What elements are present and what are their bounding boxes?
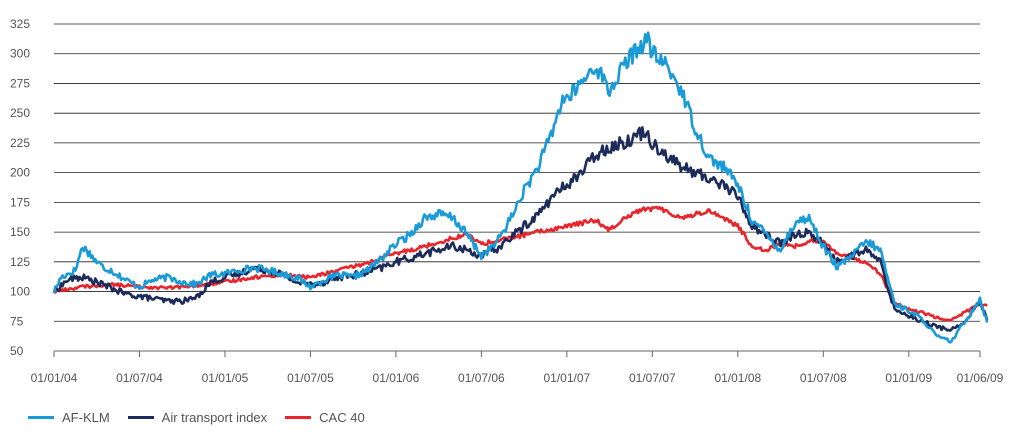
x-tick-label-10: 01/01/09	[885, 371, 932, 385]
x-tick-label-3: 01/07/05	[287, 371, 334, 385]
legend-item-cac-40: CAC 40	[285, 410, 365, 425]
y-tick-label-275: 275	[10, 76, 30, 90]
x-tick-label-6: 01/01/07	[544, 371, 591, 385]
y-tick-label-50: 50	[10, 344, 24, 358]
x-tick-label-9: 01/07/08	[800, 371, 847, 385]
line-chart: 50 75 100 125 150 175 200 225 250 275 300 325 01/01…	[10, 17, 1004, 385]
series-line-cac-40	[53, 205, 988, 322]
series-layer	[52, 31, 989, 344]
y-tick-label-75: 75	[10, 314, 24, 328]
y-tick-label-175: 175	[10, 195, 30, 209]
x-tick-label-0: 01/01/04	[31, 371, 78, 385]
y-tick-label-150: 150	[10, 225, 30, 239]
y-tick-label-125: 125	[10, 255, 30, 269]
x-tick-label-5: 01/07/06	[458, 371, 505, 385]
y-tick-label-100: 100	[10, 285, 30, 299]
x-tick-label-1: 01/07/04	[116, 371, 163, 385]
y-axis: 50 75 100 125 150 175 200 225 250 275 300 325	[10, 17, 30, 358]
y-tick-label-225: 225	[10, 136, 30, 150]
x-tick-label-2: 01/01/05	[202, 371, 249, 385]
x-axis: 01/01/04 01/07/04 01/01/05 01/07/05 01/01/06…	[31, 350, 1004, 385]
legend-item-af-klm: AF-KLM	[28, 410, 110, 425]
legend-swatch-cac-40	[285, 416, 312, 419]
series-line-air-transport-index	[52, 126, 989, 332]
legend-swatch-af-klm	[28, 416, 54, 419]
y-tick-label-250: 250	[10, 106, 30, 120]
y-tick-label-300: 300	[10, 47, 30, 61]
legend-label-air-transport-index: Air transport index	[161, 410, 268, 425]
y-tick-label-200: 200	[10, 166, 30, 180]
grid	[54, 23, 980, 322]
x-tick-label-8: 01/01/08	[714, 371, 761, 385]
x-tick-label-7: 01/07/07	[629, 371, 676, 385]
y-tick-label-325: 325	[10, 17, 30, 31]
series-line-af-klm	[52, 31, 989, 344]
legend-label-af-klm: AF-KLM	[62, 410, 110, 425]
legend: AF-KLM Air transport index CAC 40	[28, 410, 383, 425]
legend-swatch-air-transport-index	[127, 416, 154, 419]
x-tick-label-11: 01/06/09	[957, 371, 1004, 385]
x-tick-label-4: 01/01/06	[373, 371, 420, 385]
legend-item-air-transport-index: Air transport index	[127, 410, 268, 425]
legend-label-cac-40: CAC 40	[319, 410, 365, 425]
